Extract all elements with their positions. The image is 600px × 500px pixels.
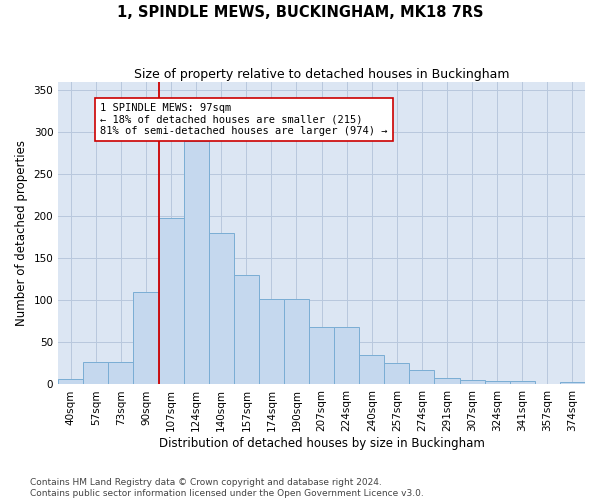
Bar <box>209 233 234 384</box>
Bar <box>284 298 309 384</box>
Text: 1, SPINDLE MEWS, BUCKINGHAM, MK18 7RS: 1, SPINDLE MEWS, BUCKINGHAM, MK18 7RS <box>117 5 483 20</box>
Bar <box>460 380 485 384</box>
Bar <box>434 378 460 384</box>
Bar <box>259 298 284 384</box>
Bar <box>58 378 83 384</box>
Bar <box>158 218 184 384</box>
Bar <box>560 382 585 384</box>
Bar <box>184 140 209 384</box>
Text: 1 SPINDLE MEWS: 97sqm
← 18% of detached houses are smaller (215)
81% of semi-det: 1 SPINDLE MEWS: 97sqm ← 18% of detached … <box>100 103 388 136</box>
Bar <box>385 364 409 384</box>
Title: Size of property relative to detached houses in Buckingham: Size of property relative to detached ho… <box>134 68 509 80</box>
Bar <box>133 292 158 384</box>
Bar <box>359 355 385 384</box>
Bar <box>109 362 133 384</box>
Bar <box>309 328 334 384</box>
Bar <box>234 275 259 384</box>
X-axis label: Distribution of detached houses by size in Buckingham: Distribution of detached houses by size … <box>158 437 485 450</box>
Bar <box>83 362 109 384</box>
Bar <box>334 328 359 384</box>
Bar <box>485 381 510 384</box>
Y-axis label: Number of detached properties: Number of detached properties <box>15 140 28 326</box>
Text: Contains HM Land Registry data © Crown copyright and database right 2024.
Contai: Contains HM Land Registry data © Crown c… <box>30 478 424 498</box>
Bar <box>409 370 434 384</box>
Bar <box>510 381 535 384</box>
